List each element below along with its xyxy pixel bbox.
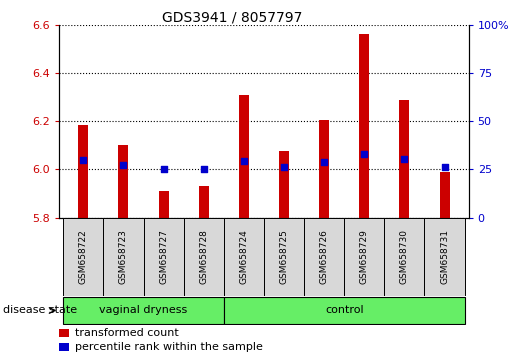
Text: GDS3941 / 8057797: GDS3941 / 8057797 xyxy=(162,11,302,25)
Bar xyxy=(224,297,465,324)
Text: control: control xyxy=(325,305,364,315)
Point xyxy=(320,159,328,165)
Bar xyxy=(159,191,168,218)
Bar xyxy=(78,125,89,218)
Text: GSM658724: GSM658724 xyxy=(239,229,248,284)
Text: GSM658729: GSM658729 xyxy=(360,229,369,284)
Bar xyxy=(319,120,329,218)
Text: GSM658727: GSM658727 xyxy=(159,229,168,284)
Bar xyxy=(400,99,409,218)
Point xyxy=(360,151,368,156)
Text: vaginal dryness: vaginal dryness xyxy=(99,305,187,315)
Text: GSM658731: GSM658731 xyxy=(440,229,449,284)
Text: GSM658723: GSM658723 xyxy=(119,229,128,284)
Bar xyxy=(118,145,128,218)
Bar xyxy=(59,329,70,337)
Bar xyxy=(63,218,104,296)
Bar xyxy=(279,152,289,218)
Bar xyxy=(144,218,184,296)
Text: transformed count: transformed count xyxy=(75,329,179,338)
Bar xyxy=(359,34,369,218)
Bar xyxy=(439,172,450,218)
Point xyxy=(400,156,408,161)
Bar xyxy=(304,218,344,296)
Text: percentile rank within the sample: percentile rank within the sample xyxy=(75,342,263,352)
Text: GSM658728: GSM658728 xyxy=(199,229,208,284)
Point xyxy=(160,167,168,172)
Bar xyxy=(199,186,209,218)
Point xyxy=(240,158,248,164)
Point xyxy=(200,167,208,172)
Bar xyxy=(344,218,384,296)
Bar xyxy=(59,343,70,350)
Point xyxy=(79,157,88,162)
Bar xyxy=(184,218,224,296)
Bar xyxy=(239,95,249,218)
Point xyxy=(119,162,128,167)
Bar xyxy=(264,218,304,296)
Bar xyxy=(224,218,264,296)
Point xyxy=(440,164,449,170)
Bar xyxy=(384,218,424,296)
Text: disease state: disease state xyxy=(3,306,77,315)
Text: GSM658730: GSM658730 xyxy=(400,229,409,284)
Text: GSM658726: GSM658726 xyxy=(320,229,329,284)
Bar xyxy=(63,297,224,324)
Bar xyxy=(424,218,465,296)
Text: GSM658725: GSM658725 xyxy=(280,229,288,284)
Bar xyxy=(104,218,144,296)
Text: GSM658722: GSM658722 xyxy=(79,229,88,284)
Point xyxy=(280,164,288,170)
